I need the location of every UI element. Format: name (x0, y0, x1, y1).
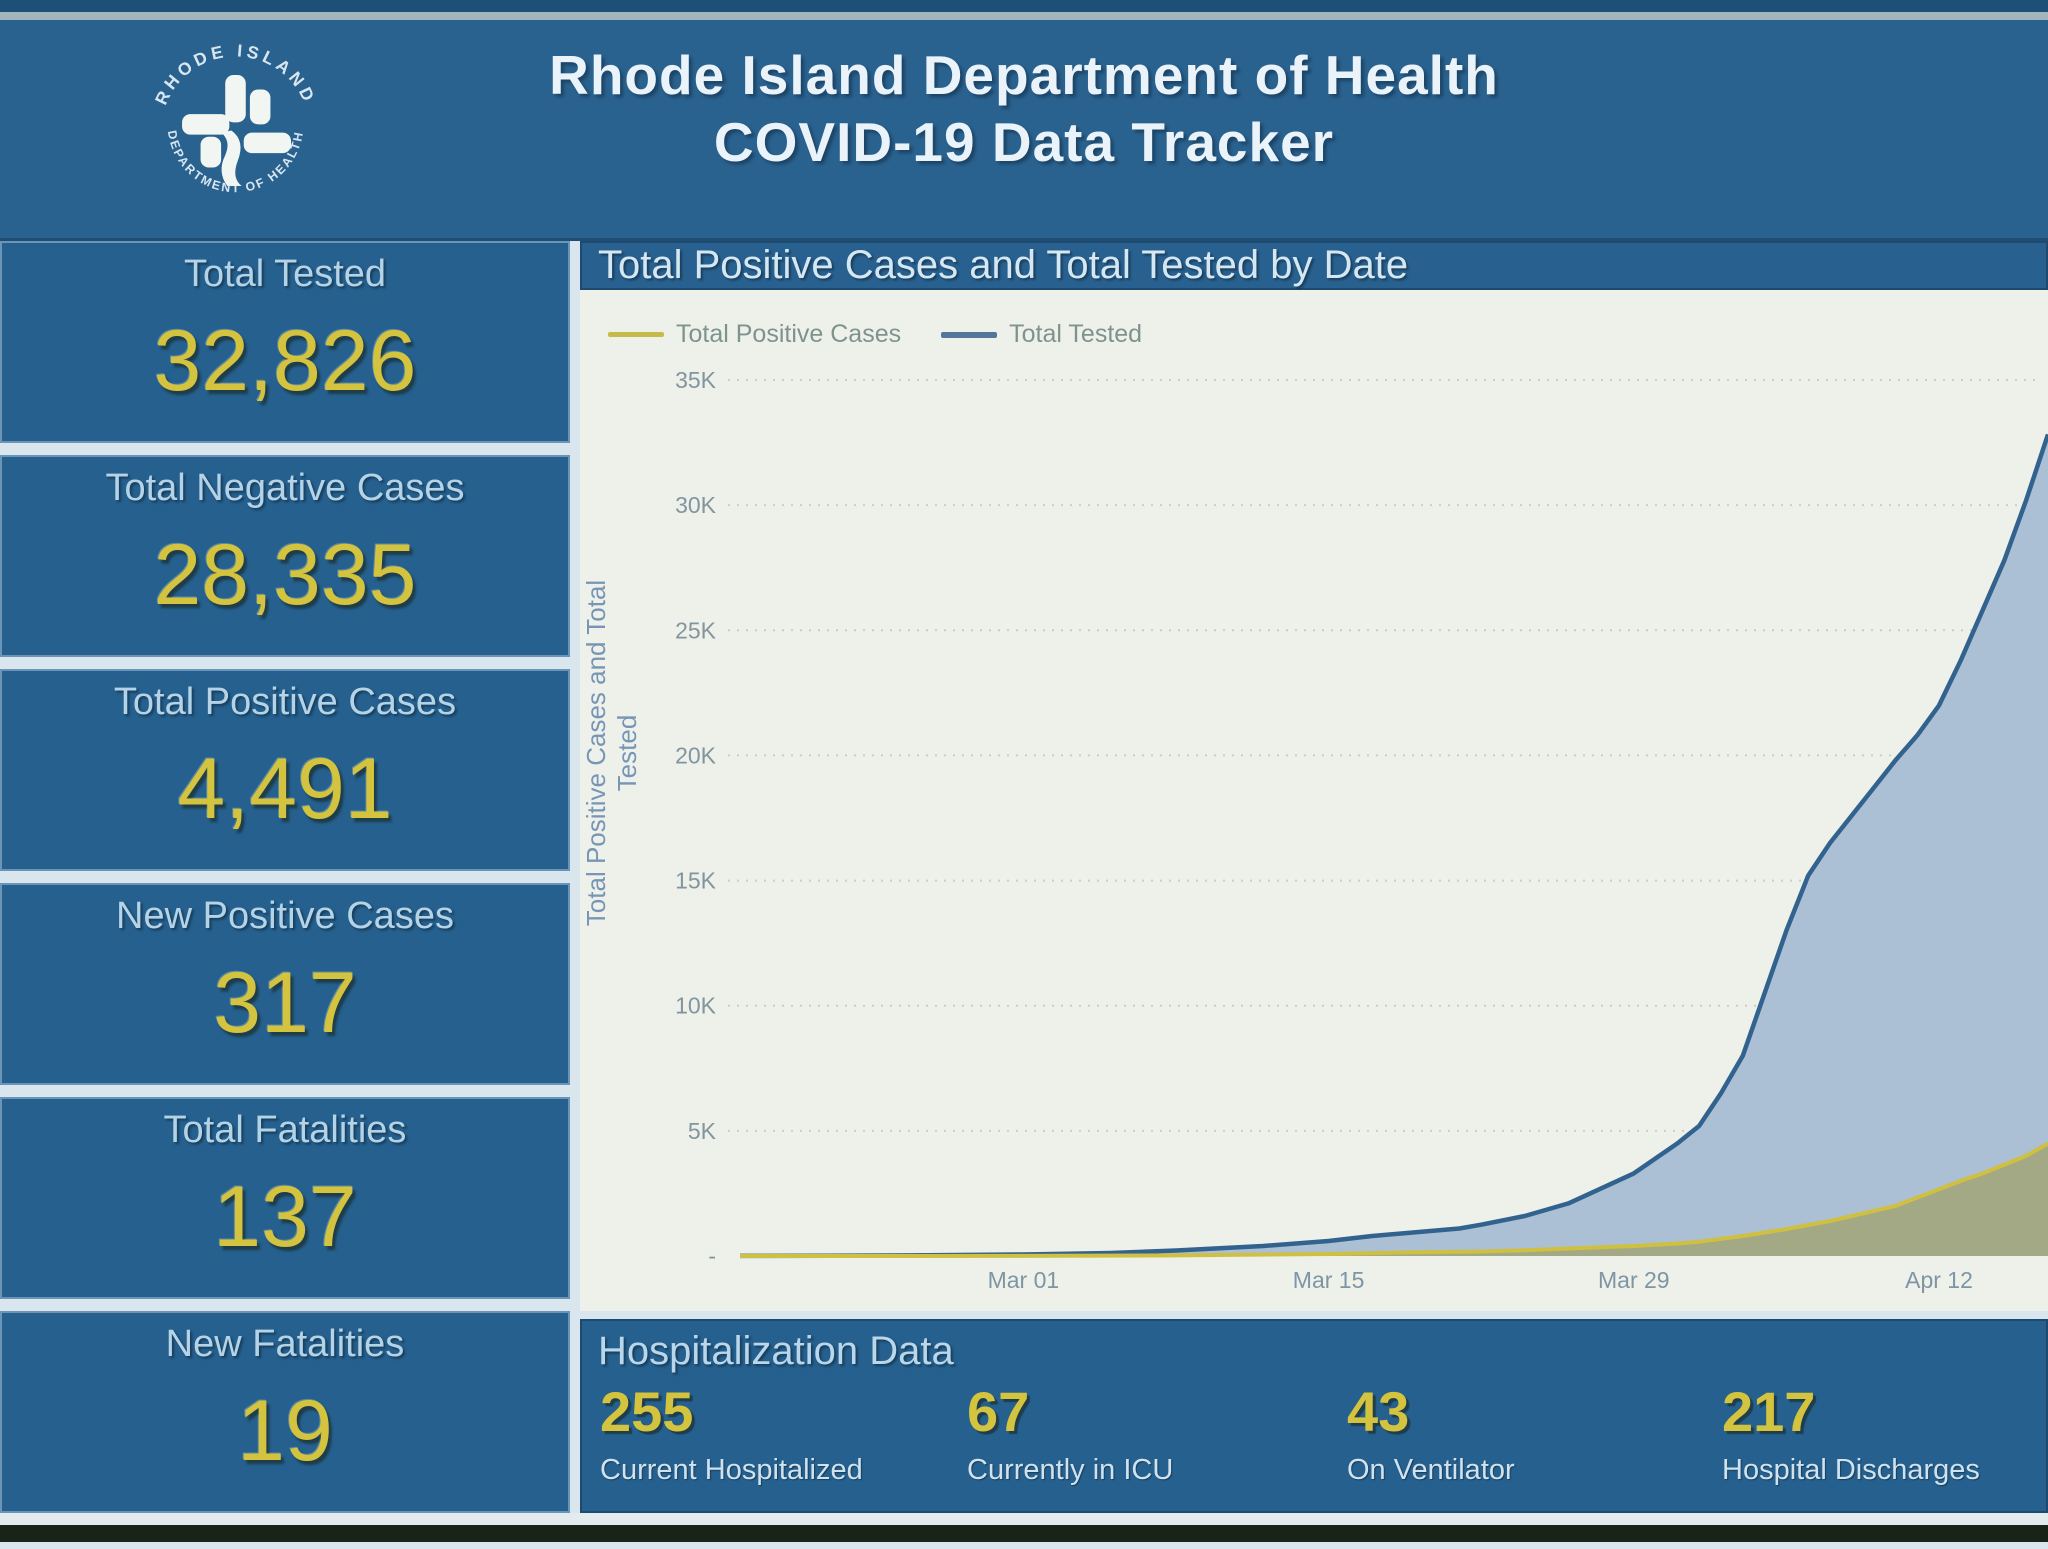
hosp-item-hospital-discharges: 217 Hospital Discharges (1722, 1379, 1980, 1487)
chart-legend[interactable]: Total Positive Cases Total Tested (608, 320, 1142, 349)
y-tick-label: - (708, 1243, 716, 1269)
stat-value: 28,335 (153, 527, 417, 623)
stat-card-total-fatalities: Total Fatalities 137 (0, 1097, 570, 1299)
x-tick-label: Apr 12 (1905, 1267, 1973, 1293)
hosp-label: On Ventilator (1347, 1454, 1515, 1486)
y-tick-label: 25K (675, 617, 717, 643)
chart-column: Total Positive Cases and Total Tested by… (580, 241, 2048, 1513)
title-line-2: COVID-19 Data Tracker (713, 111, 1335, 174)
positive-legend-swatch (608, 332, 664, 337)
line-chart-svg[interactable]: 35K 30K 25K 20K 15K 10K 5K - Mar 01 Mar 15 Mar 29 A… (580, 290, 2048, 1306)
health-seal-icon: RHODE ISLAND DEPARTMENT OF HEALTH (151, 40, 316, 195)
hosp-value: 217 (1722, 1380, 1816, 1443)
positive-legend-label[interactable]: Total Positive Cases (676, 320, 902, 348)
top-strip (0, 0, 2048, 12)
page-title: Rhode Island Department of Health COVID-… (0, 42, 2048, 176)
stat-label: Total Tested (183, 253, 387, 295)
tested-line (739, 433, 2048, 1259)
stat-label: Total Positive Cases (113, 681, 457, 723)
hospitalization-title: Hospitalization Data (598, 1329, 954, 1373)
stat-card-total-tested: Total Tested 32,826 (0, 241, 570, 443)
tested-legend-label[interactable]: Total Tested (1009, 320, 1143, 348)
title-line-1: Rhode Island Department of Health (549, 44, 1499, 106)
y-tick-label: 10K (675, 993, 717, 1019)
x-tick-label: Mar 15 (1293, 1267, 1365, 1293)
stat-card-total-positive: Total Positive Cases 4,491 (0, 669, 570, 871)
line-chart-panel: Total Positive Cases and Total Tested by… (580, 241, 2048, 1311)
bottom-dark-strip (0, 1525, 2048, 1542)
hosp-label: Currently in ICU (967, 1454, 1174, 1486)
chart-title: Total Positive Cases and Total Tested by… (580, 241, 2048, 290)
stat-value: 4,491 (177, 741, 393, 837)
tested-area (740, 434, 2048, 1256)
hosp-item-on-ventilator: 43 On Ventilator (1347, 1379, 1515, 1487)
app-header: RHODE ISLAND DEPARTMENT OF HEALTH Rhode … (0, 20, 2048, 241)
hosp-item-current-hospitalized: 255 Current Hospitalized (600, 1379, 863, 1487)
positive-area (740, 1143, 2048, 1256)
top-divider (0, 12, 2048, 20)
tested-legend-swatch (941, 331, 998, 338)
chart-plot-area[interactable]: Total Positive Cases Total Tested Total … (580, 290, 2048, 1311)
x-tick-label: Mar 01 (988, 1267, 1060, 1293)
hosp-item-currently-in-icu: 67 Currently in ICU (967, 1379, 1173, 1487)
bottom-light-strip (0, 1513, 2048, 1525)
y-tick-label: 35K (675, 367, 717, 393)
y-axis-title: Total Positive Cases and Total Tested (581, 579, 642, 927)
y-tick-label: 5K (688, 1118, 717, 1144)
stat-value: 317 (213, 955, 357, 1051)
x-tick-label: Mar 29 (1598, 1267, 1670, 1293)
hosp-value: 43 (1347, 1380, 1410, 1443)
y-tick-label: 15K (675, 868, 717, 894)
kpi-sidebar: Total Tested 32,826 Total Negative Cases… (0, 241, 570, 1513)
positive-line (740, 1141, 2048, 1258)
y-tick-label: 30K (675, 492, 717, 518)
stat-card-new-positive: New Positive Cases 317 (0, 883, 570, 1085)
hosp-label: Current Hospitalized (600, 1454, 863, 1486)
stat-value: 137 (213, 1169, 357, 1265)
stat-card-new-fatalities: New Fatalities 19 (0, 1311, 570, 1513)
stat-label: Total Negative Cases (105, 467, 465, 509)
main-content: Total Tested 32,826 Total Negative Cases… (0, 241, 2048, 1513)
hospitalization-panel: Hospitalization Data 255 Current Hospita… (580, 1319, 2048, 1513)
hosp-value: 67 (967, 1380, 1030, 1443)
stat-value: 32,826 (153, 313, 417, 409)
stat-label: Total Fatalities (163, 1109, 407, 1151)
stat-value: 19 (237, 1383, 333, 1479)
stat-card-total-negative: Total Negative Cases 28,335 (0, 455, 570, 657)
hosp-value: 255 (600, 1380, 694, 1443)
stat-label: New Fatalities (165, 1323, 405, 1365)
logo-pictogram (182, 75, 291, 187)
y-tick-label: 20K (675, 742, 717, 768)
stat-label: New Positive Cases (116, 895, 454, 937)
hosp-label: Hospital Discharges (1722, 1454, 1980, 1486)
